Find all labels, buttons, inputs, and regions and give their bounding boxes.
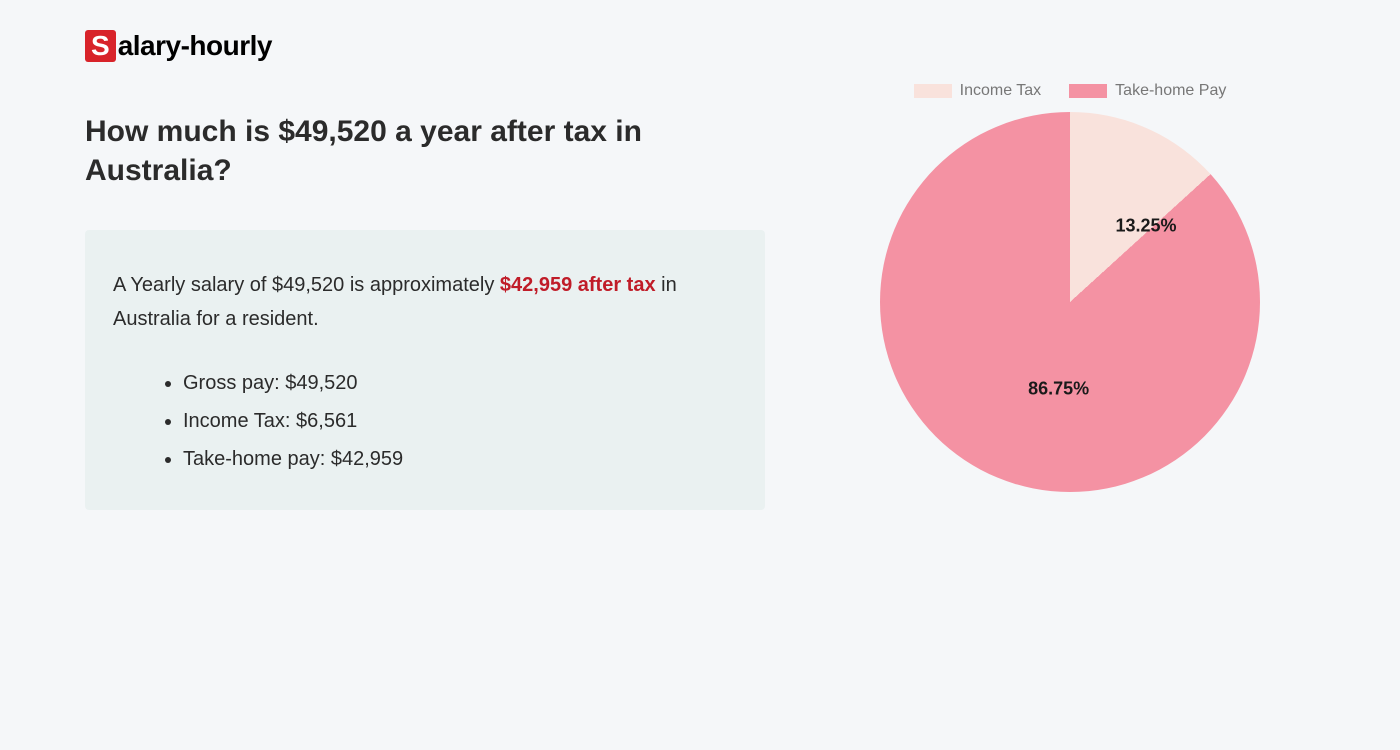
summary-box: A Yearly salary of $49,520 is approximat… bbox=[85, 230, 765, 510]
legend-swatch-takehome bbox=[1069, 84, 1107, 98]
bullet-takehome: Take-home pay: $42,959 bbox=[183, 440, 737, 478]
pie-legend: Income Tax Take-home Pay bbox=[825, 82, 1315, 100]
legend-label-takehome: Take-home Pay bbox=[1115, 82, 1226, 100]
logo-text: alary-hourly bbox=[118, 30, 272, 62]
site-logo: S alary-hourly bbox=[85, 30, 1315, 62]
legend-item-income-tax: Income Tax bbox=[914, 82, 1042, 100]
page-title: How much is $49,520 a year after tax in … bbox=[85, 112, 765, 190]
summary-text: A Yearly salary of $49,520 is approximat… bbox=[113, 268, 737, 336]
slice-label-income-tax: 13.25% bbox=[1115, 216, 1176, 237]
legend-item-takehome: Take-home Pay bbox=[1069, 82, 1226, 100]
logo-badge: S bbox=[85, 30, 116, 62]
pie-chart: 13.25% 86.75% bbox=[880, 112, 1260, 492]
legend-label-income-tax: Income Tax bbox=[960, 82, 1042, 100]
bullet-tax: Income Tax: $6,561 bbox=[183, 402, 737, 440]
legend-swatch-income-tax bbox=[914, 84, 952, 98]
pie-disc bbox=[880, 112, 1260, 492]
summary-highlight: $42,959 after tax bbox=[500, 274, 656, 296]
slice-label-takehome: 86.75% bbox=[1028, 379, 1089, 400]
bullet-gross: Gross pay: $49,520 bbox=[183, 364, 737, 402]
summary-pre: A Yearly salary of $49,520 is approximat… bbox=[113, 274, 500, 296]
summary-bullets: Gross pay: $49,520 Income Tax: $6,561 Ta… bbox=[113, 364, 737, 478]
